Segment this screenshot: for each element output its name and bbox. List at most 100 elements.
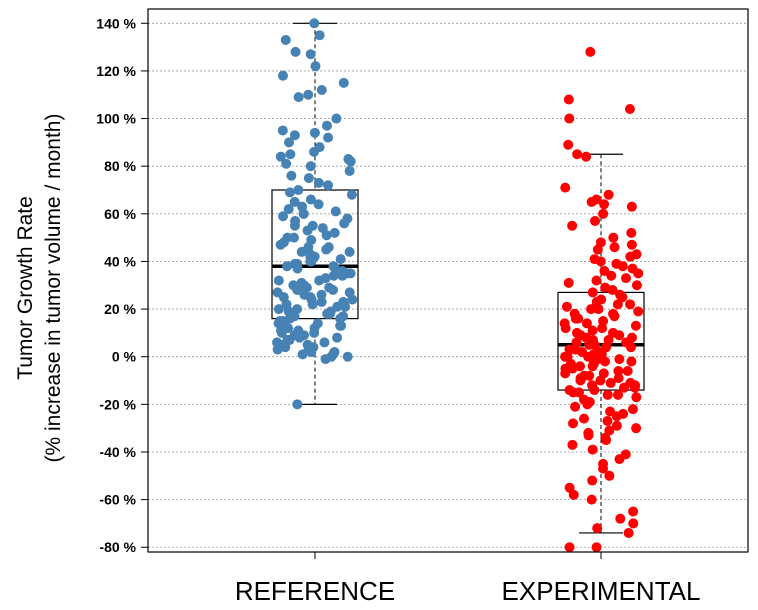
data-point <box>625 342 636 353</box>
data-point <box>338 77 349 88</box>
data-point <box>583 430 594 441</box>
data-point <box>607 285 618 296</box>
data-point <box>583 351 594 362</box>
data-point <box>568 489 579 500</box>
data-point <box>344 246 355 257</box>
data-point <box>316 296 327 307</box>
data-point <box>335 254 346 265</box>
data-point <box>303 173 314 184</box>
data-point <box>330 206 341 217</box>
data-point <box>627 404 638 415</box>
data-point <box>344 165 355 176</box>
data-point <box>289 130 300 141</box>
data-point <box>587 475 598 486</box>
data-point <box>626 201 637 212</box>
data-point <box>289 232 300 243</box>
data-point <box>622 366 633 376</box>
data-point <box>313 199 324 210</box>
data-point <box>275 239 286 250</box>
data-point <box>292 263 303 274</box>
y-tick-label: 100 % <box>96 111 136 127</box>
data-point <box>285 149 296 160</box>
data-point <box>613 373 624 384</box>
data-point <box>323 132 334 143</box>
data-point <box>592 523 603 534</box>
data-point <box>633 268 644 279</box>
data-point <box>276 327 287 338</box>
data-point <box>631 423 642 434</box>
data-point <box>579 413 590 424</box>
x-axis-categories: REFERENCE EXPERIMENTAL <box>235 552 701 606</box>
data-point <box>340 301 351 312</box>
data-point <box>625 251 636 262</box>
data-point <box>284 187 295 198</box>
data-point <box>598 463 609 474</box>
data-point <box>633 306 644 317</box>
data-point <box>309 146 320 157</box>
data-point <box>606 270 617 281</box>
x-category-label: REFERENCE <box>235 576 395 606</box>
data-point <box>631 392 642 403</box>
data-point <box>604 470 615 481</box>
data-point <box>592 244 603 255</box>
data-point <box>611 411 622 422</box>
data-point <box>621 273 632 284</box>
box-iqr <box>271 189 359 320</box>
data-point <box>286 170 297 181</box>
data-point <box>567 220 578 231</box>
data-point <box>586 196 597 207</box>
data-point <box>560 368 571 379</box>
data-point <box>290 46 301 57</box>
data-point <box>329 227 340 238</box>
x-category-label: EXPERIMENTAL <box>502 576 701 606</box>
data-point <box>625 299 636 310</box>
data-point <box>328 270 339 281</box>
data-point <box>597 323 608 334</box>
data-point <box>567 363 578 374</box>
data-point <box>613 366 624 376</box>
data-point <box>332 332 343 343</box>
data-point <box>617 261 628 272</box>
data-point <box>289 220 300 231</box>
y-tick-label: 80 % <box>104 158 136 174</box>
data-point <box>293 185 304 195</box>
data-point <box>587 287 598 298</box>
data-point <box>283 204 294 215</box>
data-point <box>273 304 284 315</box>
data-point <box>336 320 347 331</box>
data-point <box>307 299 318 310</box>
data-point <box>602 416 613 427</box>
data-point <box>297 349 308 360</box>
data-point <box>626 239 637 250</box>
data-point <box>564 542 575 553</box>
data-point <box>582 399 593 410</box>
data-point <box>309 327 320 338</box>
data-point <box>602 389 613 400</box>
data-point <box>623 527 634 538</box>
data-point <box>575 375 586 386</box>
data-point <box>593 304 604 315</box>
data-point <box>305 49 316 60</box>
data-point <box>631 280 642 291</box>
data-point <box>313 177 324 188</box>
data-point <box>314 30 325 41</box>
y-tick-label: -80 % <box>99 539 136 555</box>
data-point <box>581 318 592 329</box>
data-point <box>568 418 579 429</box>
data-point <box>331 113 342 124</box>
data-point <box>294 332 305 343</box>
box-iqr <box>557 291 645 391</box>
data-point <box>595 256 606 267</box>
data-point <box>586 494 597 505</box>
data-point <box>614 330 625 341</box>
data-point <box>280 342 291 353</box>
data-point <box>298 208 309 219</box>
data-point <box>346 189 357 200</box>
data-point <box>292 285 303 296</box>
data-points <box>272 18 644 553</box>
data-point <box>589 339 600 350</box>
data-point <box>573 313 584 324</box>
y-axis-sublabel: (% increase in tumor volume / month) <box>42 114 65 463</box>
data-point <box>601 435 612 446</box>
data-point <box>277 125 288 136</box>
